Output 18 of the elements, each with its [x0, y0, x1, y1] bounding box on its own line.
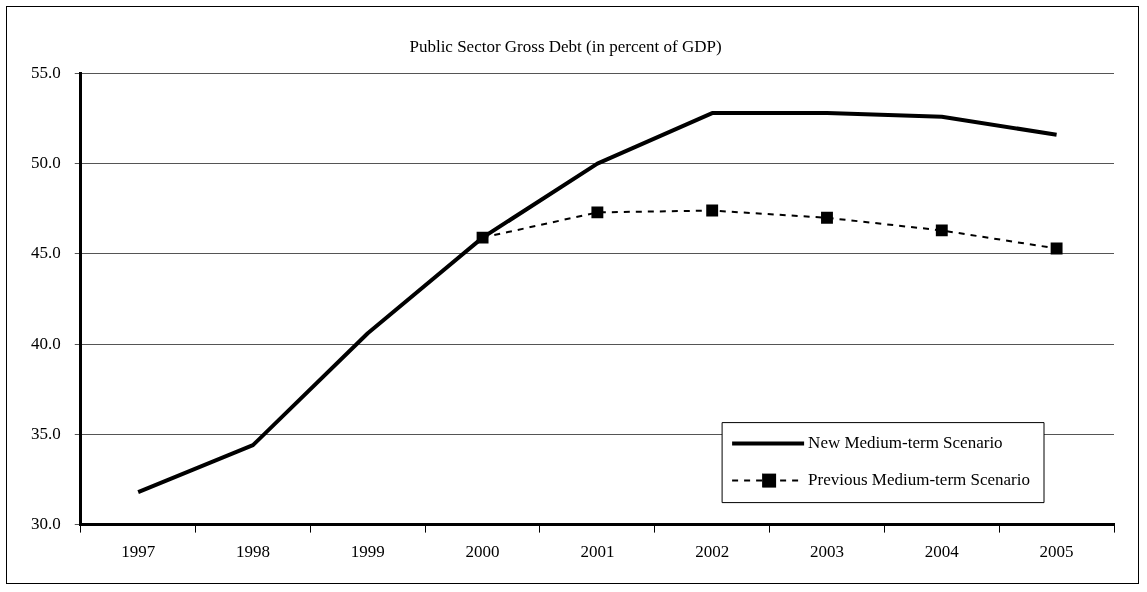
- y-tick-label: 40.0: [31, 333, 61, 353]
- legend-label: Previous Medium-term Scenario: [808, 470, 1031, 490]
- x-tick-label: 2003: [809, 542, 844, 562]
- y-tick-label: 50.0: [31, 153, 61, 173]
- y-tick-label: 55.0: [31, 62, 61, 82]
- x-tick-label: 1999: [350, 542, 385, 562]
- legend-label: New Medium-term Scenario: [808, 433, 1003, 453]
- x-tick-label: 2002: [695, 542, 730, 562]
- x-tick-label: 2001: [580, 542, 615, 562]
- y-tick-label: 35.0: [31, 423, 61, 443]
- x-tick-label: 2000: [465, 542, 500, 562]
- y-tick-label: 30.0: [31, 514, 61, 534]
- x-tick-label: 1997: [121, 542, 156, 562]
- x-tick-label: 1998: [235, 542, 270, 562]
- chart-title: Public Sector Gross Debt (in percent of GDP): [409, 36, 722, 56]
- x-tick-label: 2004: [924, 542, 960, 562]
- y-tick-label: 45.0: [31, 243, 61, 263]
- x-tick-label: 2005: [1039, 542, 1074, 562]
